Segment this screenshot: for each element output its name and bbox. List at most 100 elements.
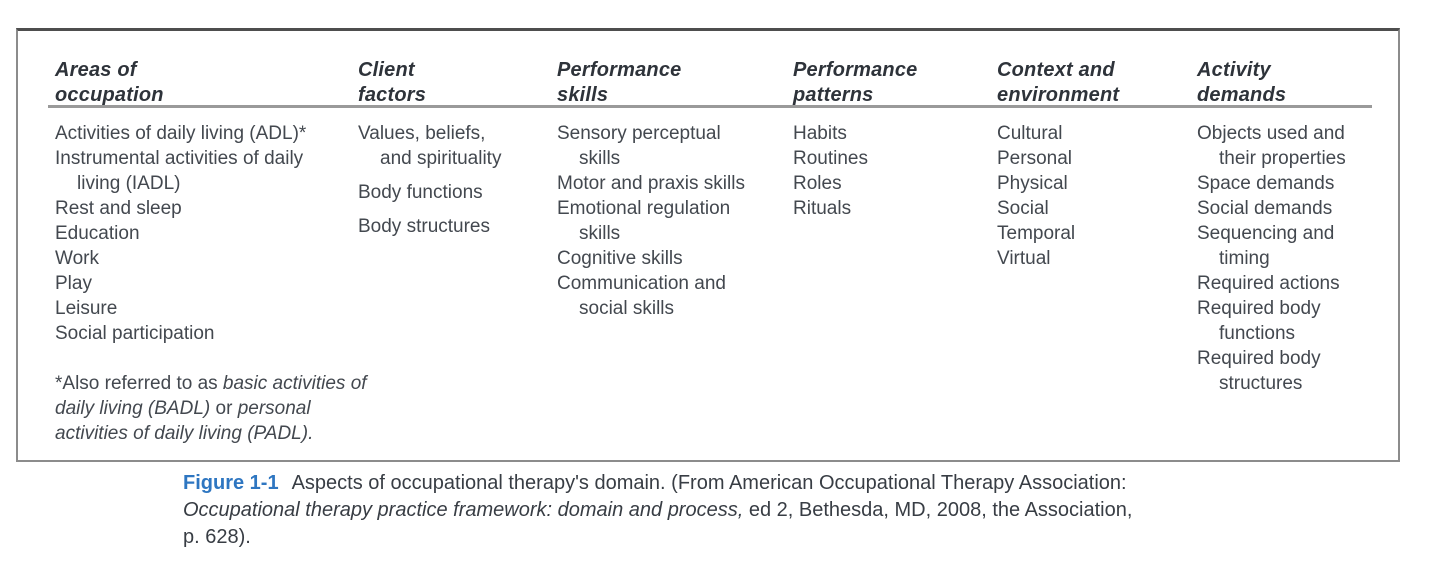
entry-line: and spirituality [380, 148, 502, 169]
column-header-line: demands [1197, 84, 1287, 106]
column-entries: Cultural Personal Physical Social Temporal Vi… [997, 121, 1119, 271]
table-entry: Virtual [997, 246, 1119, 271]
table-entry: Work [55, 246, 306, 271]
table-entry: Social [997, 196, 1119, 221]
table-column-performance-patterns: Performance patterns Habits Routines Roles Ri… [793, 58, 917, 221]
entry-line: Objects used and [1197, 123, 1345, 144]
entry-line: Personal [997, 148, 1072, 169]
entry-line: Required body [1197, 298, 1321, 319]
table-entry: Rituals [793, 196, 917, 221]
column-entries: Objects used and their properties Space de… [1197, 121, 1346, 396]
entry-line: Required actions [1197, 273, 1340, 294]
column-header-line: Context and [997, 59, 1115, 81]
table-entry: Objects used and their properties [1197, 121, 1346, 171]
entry-line: Instrumental activities of daily [55, 148, 304, 169]
table-column-areas-of-occupation: Areas of occupation Activities of daily li… [55, 58, 306, 346]
entry-line: Space demands [1197, 173, 1335, 194]
table-entry: Leisure [55, 296, 306, 321]
footnote-segment: basic activities of [222, 373, 367, 394]
footnote-segment: personal [237, 398, 311, 419]
entry-line: Cultural [997, 123, 1063, 144]
entry-line: Required body [1197, 348, 1321, 369]
column-header-line: environment [997, 84, 1120, 106]
footnote-line: activities of daily living (PADL). [55, 421, 367, 446]
column-header-client-factors: Client factors [358, 58, 501, 121]
table-column-activity-demands: Activity demands Objects used and their pro… [1197, 58, 1346, 396]
entry-line: their properties [1219, 148, 1346, 169]
table-entry: Cultural [997, 121, 1119, 146]
table-entry: Physical [997, 171, 1119, 196]
entry-line: Body functions [358, 182, 483, 203]
entry-line: Education [55, 223, 140, 244]
column-entries: Activities of daily living (ADL)* Instrum… [55, 121, 306, 346]
column-header-line: skills [557, 84, 609, 106]
table-entry: Sensory perceptual skills [557, 121, 745, 171]
entry-line: Work [55, 248, 99, 269]
entry-line: Emotional regulation [557, 198, 731, 219]
entry-line: Leisure [55, 298, 118, 319]
table-entry: Space demands [1197, 171, 1346, 196]
table-entry: Values, beliefs, and spirituality [358, 121, 501, 171]
table-entry: Cognitive skills [557, 246, 745, 271]
entry-line: Routines [793, 148, 868, 169]
column-header-performance-skills: Performance skills [557, 58, 745, 121]
column-entries: Sensory perceptual skills Motor and praxis… [557, 121, 745, 321]
column-header-line: patterns [793, 84, 874, 106]
table-entry: Temporal [997, 221, 1119, 246]
column-header-line: occupation [55, 84, 164, 106]
table-column-context-and-environment: Context and environment Cultural Personal Ph… [997, 58, 1119, 271]
table-entry: Body functions [358, 180, 501, 205]
footnote-segment: *Also referred to as [55, 373, 223, 394]
entry-line: timing [1219, 248, 1270, 269]
table-entry: Emotional regulation skills [557, 196, 745, 246]
column-header-context-and-environment: Context and environment [997, 58, 1119, 121]
footnote-line: daily living (BADL) or personal [55, 396, 367, 421]
column-entries: Values, beliefs, and spirituality Body fun… [358, 121, 501, 239]
figure-table-box: Areas of occupation Activities of daily li… [16, 28, 1400, 462]
entry-line: Sequencing and [1197, 223, 1335, 244]
table-entry: Required body structures [1197, 346, 1346, 396]
column-header-line: Activity [1197, 59, 1271, 81]
column-header-line: Performance [793, 59, 918, 81]
table-entry: Required actions [1197, 271, 1346, 296]
table-footnote: *Also referred to as basic activities of… [55, 371, 367, 446]
entry-line: Temporal [997, 223, 1076, 244]
entry-line: Physical [997, 173, 1068, 194]
entry-line: skills [579, 148, 621, 169]
column-header-areas-of-occupation: Areas of occupation [55, 58, 306, 121]
entry-line: Communication and [557, 273, 726, 294]
table-entry: Motor and praxis skills [557, 171, 745, 196]
caption-segment: p. 628). [183, 526, 251, 548]
entry-line: functions [1219, 323, 1296, 344]
table-column-client-factors: Client factors Values, beliefs, and spiritu… [358, 58, 501, 248]
column-entries: Habits Routines Roles Rituals [793, 121, 917, 221]
entry-line: Play [55, 273, 92, 294]
table-entry: Social participation [55, 321, 306, 346]
table-entry: Required body functions [1197, 296, 1346, 346]
table-entry: Personal [997, 146, 1119, 171]
column-header-line: Areas of [55, 59, 137, 81]
table-entry: Activities of daily living (ADL)* [55, 121, 306, 146]
table-entry: Roles [793, 171, 917, 196]
footnote-segment: daily living (BADL) [55, 398, 211, 419]
column-header-activity-demands: Activity demands [1197, 58, 1346, 121]
table-entry: Instrumental activities of daily living (… [55, 146, 306, 196]
entry-line: living (IADL) [77, 173, 181, 194]
caption-segment: ed 2, Bethesda, MD, 2008, the Associatio… [743, 499, 1133, 521]
entry-line: Motor and praxis skills [557, 173, 745, 194]
table-entry: Play [55, 271, 306, 296]
entry-line: Sensory perceptual [557, 123, 721, 144]
entry-line: Social participation [55, 323, 215, 344]
caption-line: Occupational therapy practice framework:… [183, 497, 1303, 524]
table-entry: Education [55, 221, 306, 246]
caption-line: p. 628). [183, 524, 1303, 551]
table-entry: Social demands [1197, 196, 1346, 221]
entry-line: skills [579, 223, 621, 244]
table-entry: Habits [793, 121, 917, 146]
entry-line: Habits [793, 123, 847, 144]
table-entry: Routines [793, 146, 917, 171]
entry-line: Rituals [793, 198, 852, 219]
entry-line: Virtual [997, 248, 1051, 269]
figure-label: Figure 1-1 [183, 472, 279, 494]
